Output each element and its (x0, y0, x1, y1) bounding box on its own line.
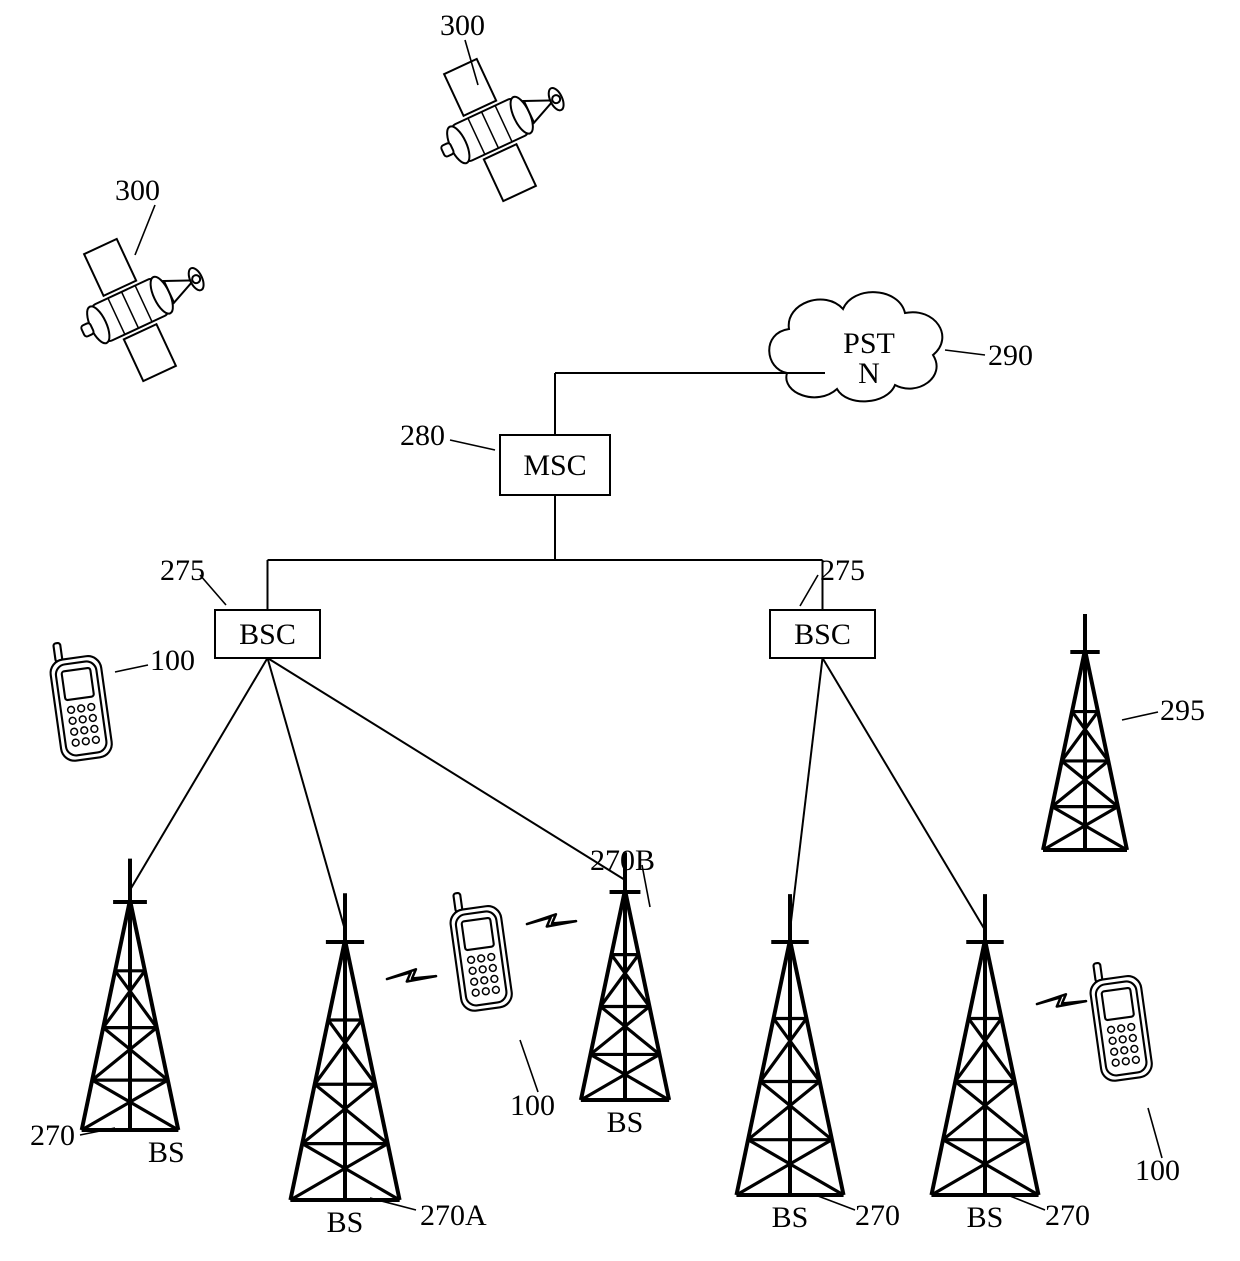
ref-label: 280 (400, 419, 445, 452)
leader-line (1010, 1196, 1045, 1210)
ref-label: 300 (115, 174, 160, 207)
ref-label: 270 (1045, 1199, 1090, 1232)
ref-label: 270 (855, 1199, 900, 1232)
msc-label: MSC (523, 449, 586, 482)
tower-icon (931, 894, 1038, 1195)
link-bsc-bs (130, 658, 268, 890)
pstn-label: N (858, 357, 880, 390)
ref-label: 270B (590, 844, 655, 877)
tower-icon (1043, 614, 1127, 850)
bs-label: BS (148, 1136, 185, 1169)
bs-label: BS (607, 1106, 644, 1139)
satellite-icon (53, 213, 231, 395)
tower-icon (736, 894, 843, 1195)
ref-label: 270A (420, 1199, 487, 1232)
signal-bolt-icon (387, 957, 436, 998)
tower-icon (290, 893, 399, 1200)
ref-label: 100 (150, 644, 195, 677)
ref-label: 100 (1135, 1154, 1180, 1187)
phone-icon (446, 888, 513, 1013)
tower-icon (581, 852, 669, 1100)
link-bsc-bs (823, 658, 986, 930)
phone-icon (46, 638, 113, 763)
ref-label: 100 (510, 1089, 555, 1122)
bsc-label: BSC (794, 618, 851, 651)
network-diagram: 300 300 PSTN 290 MSC 280 BSC 275 BSC 275 BS 270 BS 27… (0, 0, 1240, 1261)
phone-icon (1086, 958, 1153, 1083)
leader-line (818, 1196, 855, 1210)
tower-icon (82, 859, 179, 1130)
bsc-label: BSC (239, 618, 296, 651)
leader-line (1122, 712, 1158, 720)
link-bsc-bs (790, 658, 823, 930)
ref-label: 275 (160, 554, 205, 587)
satellite-icon (413, 33, 591, 215)
ref-label: 295 (1160, 694, 1205, 727)
leader-line (800, 575, 818, 606)
ref-label: 275 (820, 554, 865, 587)
leader-line (450, 440, 495, 450)
leader-line (135, 205, 155, 255)
leader-line (1148, 1108, 1162, 1158)
bs-label: BS (967, 1201, 1004, 1234)
pstn-label: PST (843, 327, 895, 360)
leader-line (115, 665, 148, 672)
bs-label: BS (327, 1206, 364, 1239)
signal-bolt-icon (527, 902, 576, 943)
ref-label: 290 (988, 339, 1033, 372)
ref-label: 270 (30, 1119, 75, 1152)
bs-label: BS (772, 1201, 809, 1234)
leader-line (520, 1040, 538, 1092)
signal-bolt-icon (1037, 982, 1086, 1023)
leader-line (945, 350, 985, 355)
ref-label: 300 (440, 9, 485, 42)
